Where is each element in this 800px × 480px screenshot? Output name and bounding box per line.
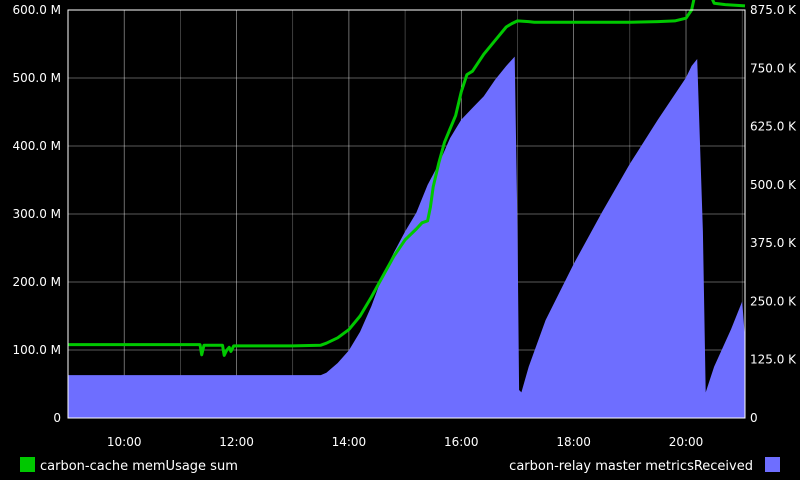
left-tick-label: 0 (53, 411, 61, 425)
left-tick-label: 400.0 M (12, 139, 61, 153)
legend-label-metrics-received: carbon-relay master metricsReceived (509, 459, 753, 474)
left-tick-label: 200.0 M (12, 275, 61, 289)
left-tick-label: 300.0 M (12, 207, 61, 221)
x-tick-label: 20:00 (669, 435, 704, 449)
left-tick-label: 600.0 M (12, 3, 61, 17)
left-axis: 0 100.0 M 200.0 M 300.0 M 400.0 M 500.0 M 600.… (12, 3, 61, 425)
right-tick-label: 125.0 K (750, 353, 797, 367)
right-axis: 0 125.0 K 250.0 K 375.0 K 500.0 K 625.0 K 750.… (750, 3, 797, 425)
left-tick-label: 100.0 M (12, 343, 61, 357)
legend-swatch-mem-usage (20, 457, 35, 472)
x-tick-label: 14:00 (332, 435, 367, 449)
x-tick-label: 10:00 (107, 435, 142, 449)
x-tick-label: 16:00 (444, 435, 479, 449)
right-tick-label: 250.0 K (750, 294, 797, 308)
x-tick-label: 18:00 (556, 435, 591, 449)
series-line-mem-usage (68, 0, 746, 357)
legend-label-mem-usage: carbon-cache memUsage sum (40, 459, 238, 474)
x-tick-label: 12:00 (219, 435, 254, 449)
plot-frame (67, 9, 746, 419)
right-tick-label: 375.0 K (750, 236, 797, 250)
right-tick-label: 750.0 K (750, 61, 797, 75)
right-tick-label: 0 (750, 411, 758, 425)
legend: carbon-cache memUsage sum carbon-relay m… (20, 457, 780, 474)
left-tick-label: 500.0 M (12, 71, 61, 85)
right-tick-label: 625.0 K (750, 120, 797, 134)
legend-swatch-metrics-received (765, 457, 780, 472)
right-tick-label: 500.0 K (750, 178, 797, 192)
right-tick-label: 875.0 K (750, 3, 797, 17)
x-axis: 10:00 12:00 14:00 16:00 18:00 20:00 (107, 435, 703, 449)
